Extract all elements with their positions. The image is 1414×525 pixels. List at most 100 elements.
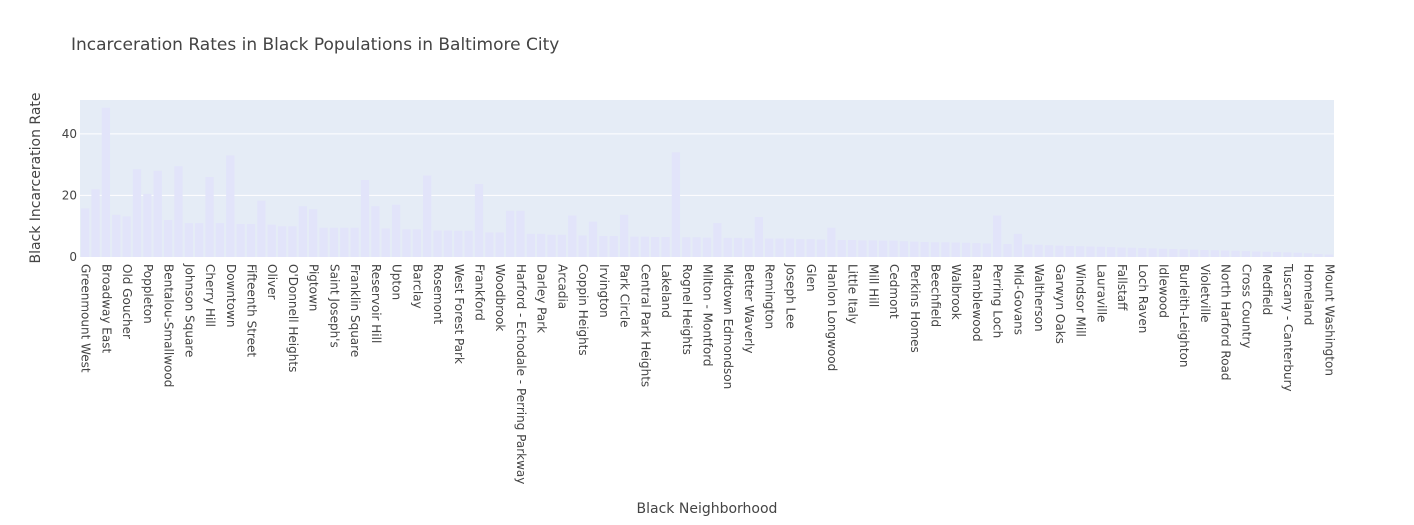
bar [485, 232, 494, 257]
bar [267, 224, 276, 257]
bar [599, 236, 608, 257]
bar [1293, 252, 1302, 257]
bar [879, 240, 888, 257]
bar [1148, 248, 1157, 257]
bar [360, 180, 370, 257]
bar [516, 210, 525, 257]
bar [205, 176, 214, 257]
bar [1034, 244, 1043, 257]
bar [609, 236, 618, 257]
bar [775, 238, 784, 257]
bar [474, 184, 484, 257]
bar [930, 242, 940, 257]
bar [889, 240, 898, 257]
bar [112, 214, 121, 257]
x-tick-label: Irvington [597, 264, 611, 318]
bar [796, 239, 805, 257]
bar [1107, 247, 1116, 257]
bar [713, 223, 722, 257]
x-tick-label: Park Circle [618, 264, 632, 327]
x-tick-label: Cross Country [1239, 264, 1253, 348]
bar [433, 230, 442, 257]
bar [806, 239, 815, 257]
bar [340, 227, 349, 257]
bar [847, 240, 857, 257]
bar [671, 152, 681, 257]
x-tick-label: Little Italy [846, 264, 860, 324]
bar [1210, 250, 1219, 257]
x-tick-label: Arcadia [555, 264, 569, 309]
bar [765, 238, 774, 257]
x-tick-label: Burleith-Leighton [1177, 264, 1191, 368]
y-tick-label: 40 [62, 127, 77, 141]
x-tick-label: Tuscany - Canterbury [1281, 263, 1295, 392]
bar [537, 233, 546, 257]
x-tick-label: Greenmount West [79, 264, 93, 373]
bar [568, 215, 577, 257]
chart-title: Incarceration Rates in Black Populations… [71, 35, 559, 55]
bar [1117, 247, 1126, 257]
x-tick-label: Mid-Govans [1011, 264, 1025, 335]
bar [733, 237, 743, 257]
x-tick-label: Loch Raven [1136, 264, 1150, 333]
bar [868, 240, 877, 257]
x-tick-label: Frankford [473, 264, 487, 321]
bar [651, 236, 660, 257]
y-tick-label: 0 [69, 250, 77, 264]
x-tick-label: Central Park Heights [638, 264, 652, 387]
bar [1138, 248, 1147, 257]
bar [1065, 245, 1074, 257]
bar [827, 227, 836, 257]
x-tick-label: Idlewood [1157, 264, 1171, 318]
bar [1252, 251, 1261, 257]
x-tick-label: Lakeland [659, 264, 673, 318]
bar [91, 189, 100, 257]
x-tick-label: Coppin Heights [576, 264, 590, 356]
x-tick-label: Mount Washington [1322, 264, 1336, 376]
x-tick-label: Reservoir Hill [369, 264, 383, 343]
x-tick-label: Joseph Lee [783, 263, 797, 329]
x-tick-label: O'Donnell Heights [286, 264, 300, 372]
x-tick-label: Upton [390, 264, 404, 300]
bar [702, 237, 712, 257]
x-tick-label: Perring Loch [991, 264, 1005, 338]
x-tick-labels: Greenmount West Broadway East Old Goucher P… [79, 263, 1337, 484]
bar [1086, 246, 1095, 257]
bar [236, 224, 245, 257]
x-tick-label: Waltherson [1032, 264, 1046, 332]
bar [1324, 254, 1333, 257]
bar [723, 237, 732, 257]
x-tick-label: Harford - Echodale - Perring Parkway [514, 264, 528, 484]
x-tick-label: Midtown Edmondson [721, 264, 735, 389]
x-tick-label: Fifteenth Street [245, 264, 259, 357]
x-tick-label: Darley Park [535, 264, 549, 333]
bar [630, 236, 639, 257]
bar [1013, 233, 1023, 257]
x-tick-label: Oliver [265, 264, 279, 300]
bar [350, 227, 359, 257]
bar [941, 242, 950, 257]
bar [588, 221, 598, 257]
bar [1055, 245, 1064, 257]
bar [1221, 250, 1230, 257]
bar [1003, 244, 1012, 257]
bar [319, 227, 328, 257]
x-tick-label: Homeland [1302, 264, 1316, 325]
bar [1044, 245, 1054, 257]
x-tick-label: Broadway East [99, 264, 113, 353]
x-tick-label: Barclay [410, 264, 424, 309]
x-tick-label: Windsor Mill [1074, 264, 1088, 337]
bar [1169, 249, 1178, 257]
x-tick-label: Hanlon Longwood [825, 264, 839, 371]
x-tick-label: Downtown [224, 264, 238, 327]
x-tick-label: Franklin Square [348, 264, 362, 357]
y-gridlines [80, 133, 1334, 196]
bar [785, 238, 795, 257]
bar [495, 232, 504, 257]
bar [153, 170, 162, 257]
bar [174, 166, 183, 257]
x-tick-label: Johnson Square [182, 263, 196, 357]
x-tick-label: Saint Joseph's [327, 264, 341, 348]
x-tick-label: Poppleton [141, 264, 155, 324]
